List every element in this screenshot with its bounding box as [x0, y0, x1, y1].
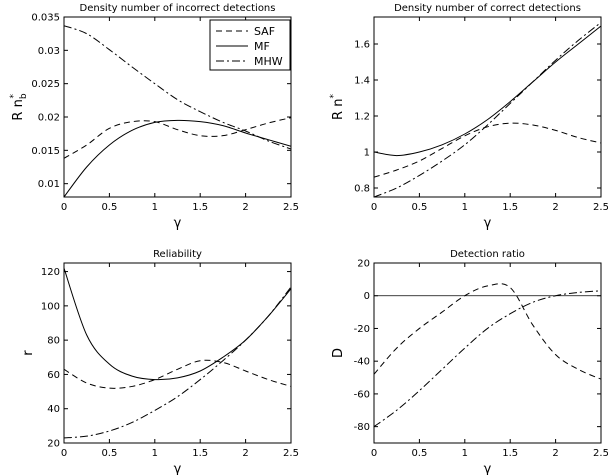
y-tick-label: -40 [354, 357, 370, 368]
plot-frame [373, 16, 602, 198]
y-tick-label: 120 [41, 267, 60, 278]
y-tick-label: -80 [354, 422, 370, 433]
y-axis-label: R n* [329, 94, 346, 120]
x-axis-label: γ [484, 462, 492, 475]
series-group [374, 283, 601, 428]
y-tick-label: 0.015 [31, 146, 60, 157]
x-tick-label: 2 [552, 202, 558, 213]
y-tick-label: 20 [357, 259, 370, 270]
y-tick-label: 0.03 [38, 46, 60, 57]
chart-panel-3: Reliability 0 0.5 1 1.5 2 2.5 20 40 60 80 100 120 γ r [21, 249, 299, 475]
y-tick-label: 40 [47, 404, 60, 415]
x-tick-label: 0.5 [101, 448, 117, 459]
plot-frame [63, 262, 292, 444]
x-tick-label: 2 [552, 448, 558, 459]
x-axis-label: γ [174, 462, 182, 475]
chart-title: Density number of incorrect detections [80, 3, 276, 14]
chart-title: Density number of correct detections [394, 3, 581, 14]
y-tick-label: 1.2 [354, 112, 370, 123]
series-line-mhw [64, 286, 291, 439]
x-tick-label: 1 [462, 202, 468, 213]
y-axis-label: R nb* [9, 93, 29, 120]
series-line-saf [374, 283, 601, 380]
series-group [64, 25, 291, 197]
x-axis-label: γ [484, 216, 492, 231]
x-tick-label: 0.5 [411, 448, 427, 459]
y-tick-label: 0.8 [354, 184, 370, 195]
y-tick-label: 20 [47, 439, 60, 450]
x-tick-label: 0 [61, 202, 67, 213]
x-tick-label: 1 [462, 448, 468, 459]
x-tick-label: 0.5 [411, 202, 427, 213]
x-axis-label: γ [174, 216, 182, 231]
y-tick-label: 80 [47, 336, 60, 347]
y-axis-label: D [331, 348, 346, 358]
y-tick-label: -60 [354, 389, 370, 400]
y-tick-label: 0.035 [31, 13, 60, 24]
y-tick-label: 0.01 [38, 179, 60, 190]
y-tick-label: 1.4 [354, 76, 370, 87]
legend-label-saf: SAF [254, 25, 275, 38]
x-tick-label: 0 [371, 202, 377, 213]
x-tick-label: 2 [242, 448, 248, 459]
x-tick-label: 1.5 [192, 202, 208, 213]
x-tick-label: 1 [152, 448, 158, 459]
y-tick-label: 100 [41, 301, 60, 312]
series-line-saf [64, 117, 291, 159]
x-tick-label: 2 [242, 202, 248, 213]
y-tick-label: 0.02 [38, 113, 60, 124]
x-tick-label: 0 [61, 448, 67, 459]
y-tick-label: 60 [47, 370, 60, 381]
x-tick-label: 2.5 [283, 202, 299, 213]
series-group [64, 267, 291, 439]
series-group [374, 22, 601, 197]
chart-panel-2: Density number of correct detections 0 0.5… [329, 3, 608, 231]
chart-title: Reliability [153, 249, 202, 260]
x-tick-label: 2.5 [593, 202, 608, 213]
series-line-mf [64, 119, 291, 197]
legend: SAF MF MHW [209, 19, 291, 71]
chart-title: Detection ratio [450, 249, 525, 260]
legend-box [209, 19, 291, 71]
chart-panel-4: Detection ratio 0 0.5 1 1.5 2 2.5 -80 -60 -40 -20 0… [331, 249, 608, 475]
x-tick-label: 1.5 [192, 448, 208, 459]
x-tick-label: 0 [371, 448, 377, 459]
x-tick-label: 1.5 [502, 448, 518, 459]
x-tick-label: 2.5 [283, 448, 299, 459]
chart-panel-1: Density number of incorrect detections 0 0… [9, 3, 299, 231]
series-line-mhw [374, 290, 601, 428]
y-tick-label: 1 [364, 148, 370, 159]
x-tick-label: 0.5 [101, 202, 117, 213]
y-axis-label: r [21, 350, 36, 356]
y-tick-label: 0.025 [31, 79, 60, 90]
y-tick-label: -20 [354, 324, 370, 335]
x-tick-label: 1 [152, 202, 158, 213]
series-line-mhw [374, 22, 601, 197]
legend-label-mhw: MHW [254, 55, 283, 68]
x-tick-label: 2.5 [593, 448, 608, 459]
plot-frame [373, 262, 602, 444]
legend-label-mf: MF [254, 40, 270, 53]
series-line-mf [374, 25, 601, 157]
series-line-mhw [64, 25, 291, 150]
series-line-saf [374, 122, 601, 178]
x-tick-label: 1.5 [502, 202, 518, 213]
y-tick-label: 1.6 [354, 40, 370, 51]
series-line-saf [64, 359, 291, 389]
y-tick-label: 0 [364, 291, 370, 302]
